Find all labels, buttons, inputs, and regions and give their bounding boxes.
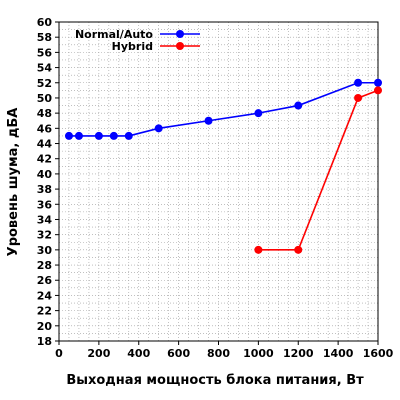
x-tick-label: 800 (207, 347, 230, 360)
legend-swatch-marker (176, 42, 184, 50)
x-tick-label: 1000 (243, 347, 274, 360)
x-tick-label: 600 (167, 347, 190, 360)
y-axis-label: Уровень шума, дБА (6, 108, 21, 257)
data-point (254, 245, 263, 254)
data-point (109, 131, 118, 140)
series-1 (64, 78, 382, 140)
y-tick-label: 52 (37, 77, 52, 90)
series-layer (64, 78, 382, 254)
y-tick-label: 30 (37, 244, 53, 257)
y-tick-label: 60 (37, 16, 53, 29)
data-point (354, 93, 363, 102)
y-tick-label: 56 (37, 46, 53, 59)
data-point (94, 131, 103, 140)
x-tick-label: 200 (87, 347, 110, 360)
y-tick-label: 24 (37, 289, 53, 302)
y-tick-label: 36 (37, 198, 53, 211)
y-tick-label: 40 (37, 168, 53, 181)
y-tick-label: 28 (37, 259, 52, 272)
legend-swatch-marker (176, 30, 184, 38)
x-axis-label: Выходная мощность блока питания, Вт (66, 373, 364, 388)
grid-layer (59, 22, 378, 341)
data-point (354, 78, 363, 87)
y-tick-label: 50 (37, 92, 53, 105)
y-tick-label: 18 (37, 335, 52, 348)
x-tick-label: 400 (127, 347, 150, 360)
legend-label: Normal/Auto (75, 28, 153, 41)
data-point (154, 124, 163, 133)
legend-label: Hybrid (112, 40, 153, 53)
data-point (294, 101, 303, 110)
data-point (374, 78, 382, 87)
y-tick-label: 34 (37, 213, 53, 226)
data-point (74, 131, 83, 140)
x-tick-label: 0 (55, 347, 63, 360)
x-tick-label: 1200 (283, 347, 314, 360)
x-tick-label: 1600 (363, 347, 394, 360)
y-tick-label: 46 (37, 122, 53, 135)
y-tick-label: 26 (37, 274, 53, 287)
data-point (374, 86, 382, 95)
tick-layer: 0 200 400 600 800 1000 1200 1400 1600 18 20 22 24 26 2… (37, 16, 394, 360)
x-tick-label: 1400 (323, 347, 354, 360)
y-tick-label: 58 (37, 31, 52, 44)
y-tick-label: 32 (37, 229, 52, 242)
data-point (64, 131, 73, 140)
data-point (204, 116, 213, 125)
data-point (254, 109, 263, 118)
y-tick-label: 42 (37, 153, 52, 166)
data-point (294, 245, 303, 254)
y-tick-label: 20 (37, 320, 53, 333)
y-tick-label: 44 (37, 138, 53, 151)
y-tick-label: 22 (37, 305, 52, 318)
y-tick-label: 48 (37, 107, 52, 120)
series-2 (254, 86, 382, 254)
series-line (258, 89, 379, 251)
y-tick-label: 38 (37, 183, 52, 196)
y-tick-label: 54 (37, 62, 53, 75)
data-point (124, 131, 133, 140)
